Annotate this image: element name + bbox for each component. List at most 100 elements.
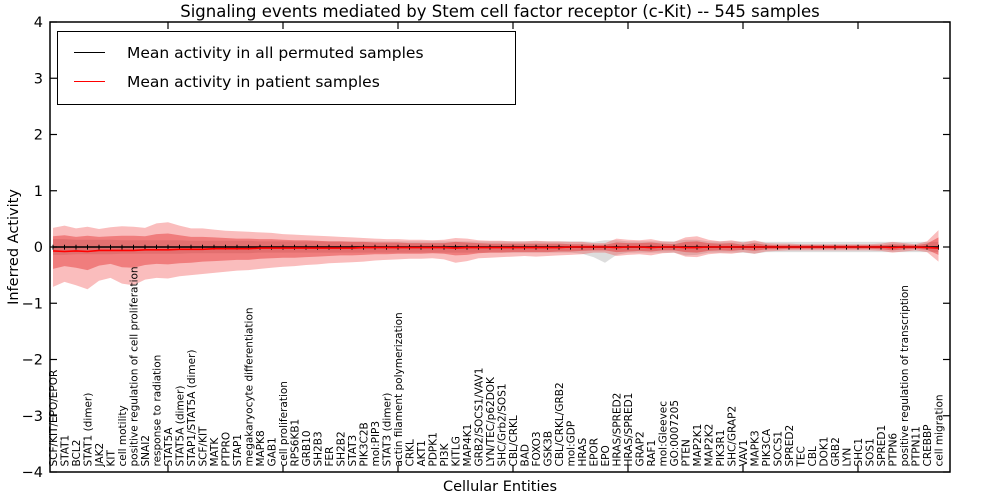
y-tick-label: −1 bbox=[22, 296, 43, 312]
x-entity-label: DOK1 bbox=[819, 437, 831, 467]
x-entity-label: PTPRO bbox=[221, 432, 233, 467]
x-entity-label: GAB1 bbox=[267, 437, 279, 466]
band-patient-activity-range-outer bbox=[53, 222, 939, 290]
x-entity-label: PIK3C2B bbox=[359, 422, 371, 466]
legend-label-permuted: Mean activity in all permuted samples bbox=[127, 43, 424, 62]
x-entity-label: SHC1 bbox=[853, 438, 865, 467]
x-entity-label: SHC/Grb2/SOS1 bbox=[497, 383, 509, 466]
x-entity-label: LYN/TEC/p62DOK bbox=[485, 376, 497, 467]
y-tick-label: 4 bbox=[34, 15, 43, 31]
legend-label-patient: Mean activity in patient samples bbox=[127, 72, 380, 91]
x-entity-label: FER bbox=[324, 447, 336, 467]
y-tick-label: −2 bbox=[22, 353, 43, 369]
x-entity-label: CRKL bbox=[405, 439, 417, 467]
x-entity-label: KITLG bbox=[451, 436, 463, 466]
legend-entry-patient: Mean activity in patient samples bbox=[58, 67, 515, 96]
x-entity-label: MATK bbox=[209, 437, 221, 467]
x-entity-label: PTEN bbox=[681, 439, 693, 466]
y-tick-label: 0 bbox=[34, 240, 43, 256]
x-entity-label: CBL/CRKL bbox=[508, 415, 520, 466]
x-entity-label: GO:0007205 bbox=[669, 400, 681, 467]
x-entity-label: SHC/GRAP2 bbox=[727, 406, 739, 467]
x-entity-label: LYN bbox=[842, 448, 854, 467]
x-entity-label: STAT5A bbox=[163, 427, 175, 467]
x-entity-label: STAT3 bbox=[347, 435, 359, 467]
x-entity-label: GRB2 bbox=[830, 437, 842, 466]
x-entity-label: SCF/KIT bbox=[198, 426, 210, 467]
x-entity-label: SOCS1 bbox=[773, 431, 785, 467]
x-entity-label: CBL/CRKL/GRB2 bbox=[554, 382, 566, 466]
x-entity-label: cell migration bbox=[934, 394, 946, 466]
x-entity-label: BCL2 bbox=[71, 440, 83, 467]
band-patient-activity-range-inner bbox=[53, 233, 939, 271]
y-tick-label: 3 bbox=[34, 71, 43, 87]
x-entity-label: PI3K bbox=[439, 442, 451, 466]
x-entity-label: CBL bbox=[807, 446, 819, 467]
y-tick-label: −4 bbox=[22, 465, 43, 481]
x-entity-label: AKT1 bbox=[416, 440, 428, 466]
x-entity-label: MAP2K1 bbox=[692, 424, 704, 467]
y-tick-label: 2 bbox=[34, 128, 43, 144]
x-entity-label: HRAS/SPRED1 bbox=[623, 393, 635, 467]
x-axis-label: Cellular Entities bbox=[442, 479, 558, 495]
x-entity-label: cell proliferation bbox=[278, 381, 290, 466]
x-entity-label: STAT1 (dimer) bbox=[83, 393, 95, 467]
x-entity-label: PTPN11 bbox=[911, 426, 923, 466]
x-entity-label: KIT bbox=[106, 450, 118, 467]
legend-entry-permuted: Mean activity in all permuted samples bbox=[58, 38, 515, 67]
permuted-line-swatch bbox=[74, 52, 105, 53]
x-entity-label: CREBBP bbox=[922, 425, 934, 467]
x-entity-label: mol:PIP3 bbox=[370, 421, 382, 467]
x-entity-label: FOXO3 bbox=[531, 431, 543, 466]
x-entity-label: PDPK1 bbox=[428, 432, 440, 466]
x-entity-label: mol:GDP bbox=[566, 421, 578, 467]
x-entity-label: SH2B2 bbox=[336, 431, 348, 466]
x-entity-label: SCF/KIT/EPO/EPOR bbox=[48, 370, 60, 467]
x-entity-label: MAPK8 bbox=[255, 430, 267, 466]
x-entity-label: actin filament polymerization bbox=[393, 312, 405, 466]
x-entity-label: GRB10 bbox=[301, 431, 313, 467]
x-entity-label: HRAS/SPRED2 bbox=[612, 393, 624, 467]
x-entity-label: cell motility bbox=[117, 405, 129, 466]
x-entity-label: STAT5A (dimer) bbox=[175, 385, 187, 466]
x-entity-label: SPRED1 bbox=[876, 425, 888, 467]
x-entity-label: GRB2/SOCS1/VAV1 bbox=[474, 368, 486, 467]
x-entity-label: BAD bbox=[520, 444, 532, 466]
patient-mean-line bbox=[52, 246, 939, 253]
x-entity-label: GSK3B bbox=[543, 431, 555, 467]
x-entity-label: TEC bbox=[796, 446, 808, 467]
x-entity-label: SPRED2 bbox=[784, 425, 796, 467]
legend-box: Mean activity in all permuted samples Me… bbox=[57, 31, 516, 105]
x-entity-label: STAT1 bbox=[60, 435, 72, 467]
x-entity-label: VAV1 bbox=[738, 440, 750, 467]
x-entity-label: MAP4K1 bbox=[462, 424, 474, 467]
x-entity-label: RAF1 bbox=[646, 440, 658, 467]
patient-line-swatch bbox=[74, 81, 105, 82]
x-entity-label: mol:Gleevec bbox=[658, 401, 670, 467]
band-permuted-activity-range bbox=[53, 239, 939, 263]
x-entity-label: PIK3R1 bbox=[715, 430, 727, 467]
y-tick-label: −3 bbox=[22, 409, 43, 425]
x-entity-label: JAK2 bbox=[94, 443, 106, 468]
x-entity-label: SNAI2 bbox=[140, 435, 152, 466]
x-entity-label: STAT3 (dimer) bbox=[382, 393, 394, 467]
x-entity-label: positive regulation of transcription bbox=[899, 285, 911, 466]
x-entity-label: positive regulation of cell proliferatio… bbox=[129, 266, 141, 466]
x-entity-label: EPO bbox=[600, 445, 612, 466]
x-entity-label: GRAP2 bbox=[635, 431, 647, 466]
x-entity-label: RPS6KB1 bbox=[290, 419, 302, 467]
chart-title: Signaling events mediated by Stem cell f… bbox=[180, 2, 820, 21]
x-entity-label: SOS1 bbox=[865, 438, 877, 466]
x-entity-label: STAP1 bbox=[232, 434, 244, 466]
x-entity-label: MAP2K2 bbox=[704, 424, 716, 467]
x-entity-label: SH2B3 bbox=[313, 431, 325, 466]
x-entity-label: STAP1/STAT5A (dimer) bbox=[186, 349, 198, 466]
y-tick-label: 1 bbox=[34, 184, 43, 200]
x-entity-label: HRAS bbox=[577, 438, 589, 467]
x-entity-label: PTPN6 bbox=[888, 433, 900, 467]
x-entity-label: EPOR bbox=[589, 438, 601, 467]
x-entity-label: PIK3CA bbox=[761, 428, 773, 466]
x-entity-label: response to radiation bbox=[152, 355, 164, 467]
